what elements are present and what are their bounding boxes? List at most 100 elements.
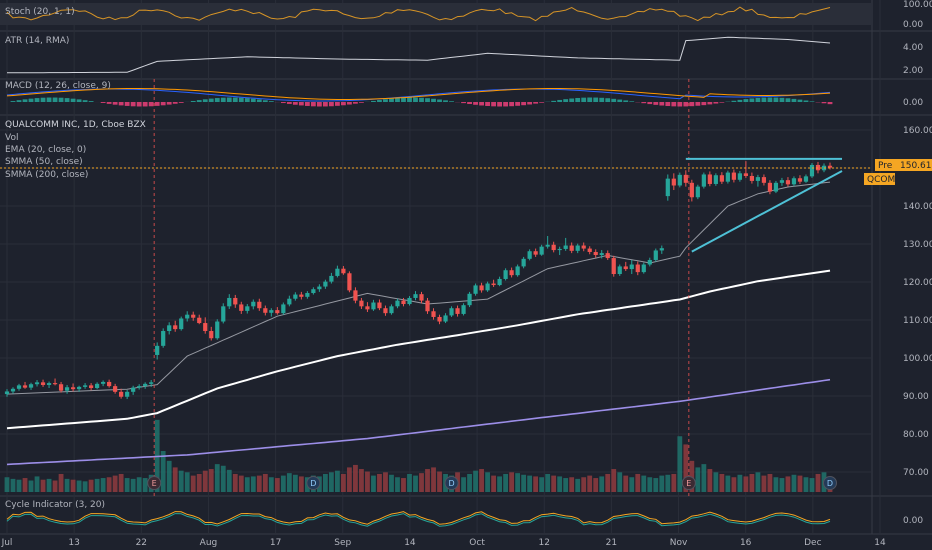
candle[interactable] xyxy=(52,378,58,386)
candle[interactable] xyxy=(419,291,424,304)
candle[interactable] xyxy=(509,267,514,278)
candle[interactable] xyxy=(551,241,556,253)
candle[interactable] xyxy=(88,383,94,391)
candle[interactable] xyxy=(58,381,64,393)
candle[interactable] xyxy=(191,311,196,321)
candle[interactable] xyxy=(377,299,382,311)
candle[interactable] xyxy=(821,163,827,173)
candle[interactable] xyxy=(635,261,640,276)
candle[interactable] xyxy=(227,294,232,309)
candle[interactable] xyxy=(779,177,785,186)
candle[interactable] xyxy=(533,248,538,257)
candle[interactable] xyxy=(413,291,418,301)
candle[interactable] xyxy=(461,303,466,316)
candle[interactable] xyxy=(785,177,791,187)
candle[interactable] xyxy=(485,281,490,292)
candle[interactable] xyxy=(311,287,316,295)
event-marker[interactable]: E xyxy=(681,476,696,490)
candle[interactable] xyxy=(275,307,280,315)
candle[interactable] xyxy=(239,301,244,314)
candle[interactable] xyxy=(797,175,803,184)
candle[interactable] xyxy=(809,163,815,178)
candle[interactable] xyxy=(401,297,406,307)
candle[interactable] xyxy=(179,316,184,331)
candle[interactable] xyxy=(16,383,22,391)
candle[interactable] xyxy=(70,383,76,392)
candle[interactable] xyxy=(209,326,214,341)
candle[interactable] xyxy=(599,250,604,259)
event-marker[interactable]: D xyxy=(306,476,321,490)
candle[interactable] xyxy=(539,244,544,256)
event-marker[interactable]: E xyxy=(147,476,162,490)
candle[interactable] xyxy=(155,342,160,360)
candle[interactable] xyxy=(653,248,658,262)
candle[interactable] xyxy=(515,264,520,277)
candle[interactable] xyxy=(113,383,118,394)
candle[interactable] xyxy=(449,306,454,317)
candle[interactable] xyxy=(623,261,628,271)
candle[interactable] xyxy=(341,266,346,275)
candle[interactable] xyxy=(359,297,364,309)
candle[interactable] xyxy=(713,173,718,186)
candle[interactable] xyxy=(76,385,82,392)
candle[interactable] xyxy=(773,180,779,194)
candle[interactable] xyxy=(4,389,10,397)
candle[interactable] xyxy=(197,314,202,325)
candle[interactable] xyxy=(587,246,592,255)
candle[interactable] xyxy=(95,382,100,390)
candle[interactable] xyxy=(497,276,502,287)
candle[interactable] xyxy=(10,387,16,394)
candle[interactable] xyxy=(575,243,580,254)
candle[interactable] xyxy=(329,272,334,284)
candle[interactable] xyxy=(347,271,352,293)
candle[interactable] xyxy=(665,174,670,201)
candle[interactable] xyxy=(581,242,586,252)
candle[interactable] xyxy=(383,305,388,316)
candle[interactable] xyxy=(641,262,646,274)
candle[interactable] xyxy=(131,385,136,395)
candle[interactable] xyxy=(317,284,322,292)
candle[interactable] xyxy=(719,172,724,184)
candle[interactable] xyxy=(407,296,412,306)
candle[interactable] xyxy=(563,237,568,251)
candle[interactable] xyxy=(611,255,616,277)
candle[interactable] xyxy=(185,311,190,322)
candle[interactable] xyxy=(605,250,610,260)
candle[interactable] xyxy=(125,389,130,400)
candle[interactable] xyxy=(233,294,238,308)
candle[interactable] xyxy=(707,171,712,187)
candle[interactable] xyxy=(173,320,178,332)
candle[interactable] xyxy=(46,381,52,389)
candle[interactable] xyxy=(82,383,88,389)
candle[interactable] xyxy=(149,380,154,387)
candle[interactable] xyxy=(34,380,40,387)
candle[interactable] xyxy=(161,328,166,348)
candle[interactable] xyxy=(269,308,274,317)
candle[interactable] xyxy=(803,174,809,183)
support-line[interactable] xyxy=(691,170,843,253)
candle[interactable] xyxy=(545,236,550,249)
candle[interactable] xyxy=(683,170,688,187)
candle[interactable] xyxy=(215,319,220,340)
candle[interactable] xyxy=(299,291,304,300)
candle[interactable] xyxy=(305,291,310,299)
candle[interactable] xyxy=(503,268,508,281)
candle[interactable] xyxy=(617,264,622,276)
candle[interactable] xyxy=(455,305,460,317)
candle[interactable] xyxy=(491,279,496,287)
candle[interactable] xyxy=(22,381,28,389)
event-marker[interactable]: D xyxy=(444,476,459,490)
candle[interactable] xyxy=(473,283,478,296)
candle[interactable] xyxy=(689,179,694,202)
candle[interactable] xyxy=(443,313,448,324)
candle[interactable] xyxy=(64,384,70,394)
candle[interactable] xyxy=(137,384,142,390)
candle[interactable] xyxy=(395,298,400,309)
candle[interactable] xyxy=(101,380,106,387)
candle[interactable] xyxy=(527,249,532,261)
candle[interactable] xyxy=(743,161,749,178)
candle[interactable] xyxy=(40,379,46,387)
candle[interactable] xyxy=(749,172,755,184)
candle[interactable] xyxy=(389,304,394,315)
